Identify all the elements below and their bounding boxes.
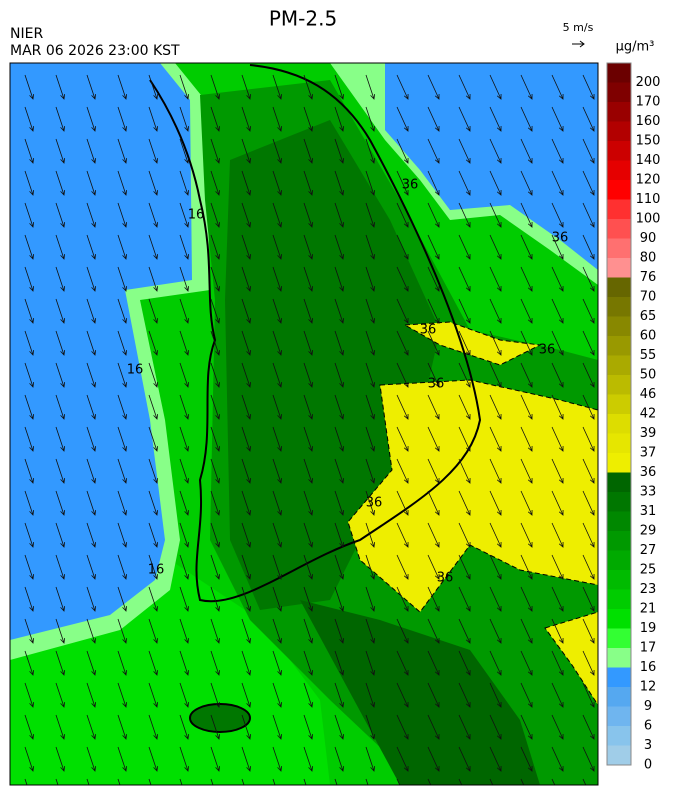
contour-label: 36 [402, 178, 419, 193]
title: PM-2.5 [269, 7, 337, 31]
contour-label: 16 [188, 208, 205, 223]
colorbar-segment [607, 453, 631, 473]
colorbar-label: 55 [640, 348, 657, 363]
colorbar-label: 80 [640, 251, 657, 266]
colorbar-frame [606, 62, 632, 766]
colorbar-segment [607, 414, 631, 434]
colorbar-label: 65 [640, 309, 657, 324]
contour-label: 36 [552, 231, 569, 246]
colorbar-label: 33 [640, 485, 657, 500]
colorbar-label: 170 [636, 95, 661, 110]
colorbar-segment [607, 121, 631, 142]
colorbar-label: 42 [640, 407, 657, 422]
wind-scale: 5 m/s [563, 21, 594, 34]
colorbar-segment [607, 550, 631, 571]
colorbar-segment [607, 355, 631, 376]
colorbar-segment [607, 589, 631, 610]
colorbar-segment [607, 141, 631, 161]
colorbar-label: 100 [636, 212, 661, 227]
colorbar-segment [607, 609, 631, 629]
contour-label: 36 [366, 496, 383, 511]
colorbar-label: 70 [640, 290, 657, 305]
colorbar-segment [607, 199, 631, 220]
colorbar-label: 110 [636, 192, 661, 207]
colorbar-label: 31 [640, 504, 657, 519]
colorbar-label: 29 [640, 524, 657, 539]
colorbar-label: 19 [640, 621, 657, 636]
colorbar-label: 39 [640, 426, 657, 441]
colorbar-segment [607, 667, 631, 688]
colorbar-segment [607, 297, 631, 317]
colorbar-segment [607, 316, 631, 337]
colorbar-segment [607, 492, 631, 512]
colorbar-label: 37 [640, 446, 657, 461]
colorbar-segment [607, 180, 631, 200]
colorbar-label: 3 [644, 738, 652, 753]
colorbar-segment [607, 375, 631, 395]
map: 16 16 16 36 36 36 36 36 36 36 [10, 63, 598, 785]
colorbar-label: 120 [636, 173, 661, 188]
colorbar-segment [607, 745, 631, 766]
colorbar-label: 150 [636, 134, 661, 149]
colorbar-label: 140 [636, 153, 661, 168]
agency: NIER [10, 26, 43, 42]
colorbar-segment [607, 570, 631, 590]
contour-label: 36 [420, 323, 437, 338]
colorbar-segment [607, 433, 631, 454]
colorbar-segment [607, 394, 631, 415]
colorbar-segment [607, 258, 631, 278]
coastline [149, 64, 482, 603]
contour-label: 36 [428, 377, 445, 392]
unit: μg/m³ [616, 40, 655, 55]
colorbar-segment [607, 648, 631, 668]
map-frame [9, 62, 599, 786]
colorbar-segment [607, 628, 631, 649]
colorbar-segment [607, 160, 631, 181]
colorbar-label: 21 [640, 602, 657, 617]
contour-label: 36 [539, 343, 556, 358]
contour-label: 16 [148, 563, 165, 578]
wind-scale-arrow [572, 40, 585, 48]
colorbar-segment [607, 219, 631, 239]
colorbar-label: 60 [640, 329, 657, 344]
colorbar-segment [607, 687, 631, 707]
colorbar-label: 160 [636, 114, 661, 129]
colorbar-label: 27 [640, 543, 657, 558]
colorbar-label: 17 [640, 641, 657, 656]
colorbar-label: 46 [640, 387, 657, 402]
colorbar-segment [607, 511, 631, 532]
colorbar-label: 90 [640, 231, 657, 246]
colorbar-segment [607, 726, 631, 746]
timestamp: MAR 06 2026 23:00 KST [10, 43, 180, 59]
colorbar-label: 200 [636, 75, 661, 90]
colorbar-label: 6 [644, 719, 652, 734]
colorbar-label: 50 [640, 368, 657, 383]
colorbar-label: 12 [640, 680, 657, 695]
colorbar-segment [607, 82, 631, 103]
colorbar-segment [607, 102, 631, 122]
colorbar-segment [607, 472, 631, 493]
colorbar-label: 25 [640, 563, 657, 578]
colorbar-segment [607, 238, 631, 259]
colorbar: 2001701601501401201101009080767065605550… [606, 62, 661, 773]
colorbar-segment [607, 63, 631, 83]
colorbar-segment [607, 277, 631, 298]
contour-label: 16 [127, 363, 144, 378]
wind-arrows [24, 74, 595, 785]
colorbar-label: 36 [640, 465, 657, 480]
colorbar-segment [607, 336, 631, 356]
contour-label: 36 [437, 571, 454, 586]
colorbar-label: 23 [640, 582, 657, 597]
colorbar-label: 76 [640, 270, 657, 285]
colorbar-label: 16 [640, 660, 657, 675]
jeju-island [189, 703, 251, 733]
colorbar-segment [607, 706, 631, 727]
colorbar-segment [607, 531, 631, 551]
colorbar-label: 0 [644, 758, 652, 773]
colorbar-label: 9 [644, 699, 652, 714]
